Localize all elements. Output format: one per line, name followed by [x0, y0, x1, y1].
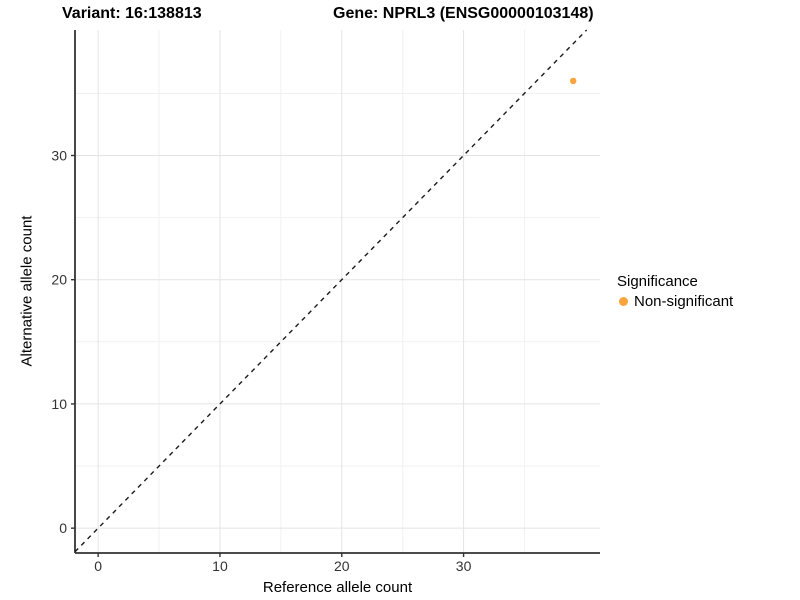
x-tick-label: 30: [456, 558, 472, 574]
y-axis-title: Alternative allele count: [18, 215, 36, 367]
y-tick-label: 0: [59, 520, 67, 536]
legend-item: Non-significant: [617, 293, 733, 310]
x-tick-label: 20: [334, 558, 350, 574]
data-point: [570, 77, 577, 85]
legend-point-icon: [619, 297, 628, 306]
y-tick-label: 20: [51, 272, 67, 288]
x-tick-label: 0: [94, 558, 102, 574]
legend: Significance Non-significant: [617, 273, 733, 310]
plot-title-gene: Gene: NPRL3 (ENSG00000103148): [333, 5, 594, 22]
x-tick-label: 10: [212, 558, 228, 574]
identity-dashed-line: [74, 29, 588, 553]
y-tick-label: 10: [51, 396, 67, 412]
y-tick-label: 30: [51, 147, 67, 163]
x-axis-title: Reference allele count: [262, 579, 413, 596]
legend-item-label: Non-significant: [634, 293, 734, 310]
plot-title-variant: Variant: 16:138813: [62, 5, 202, 22]
legend-title: Significance: [617, 273, 698, 290]
